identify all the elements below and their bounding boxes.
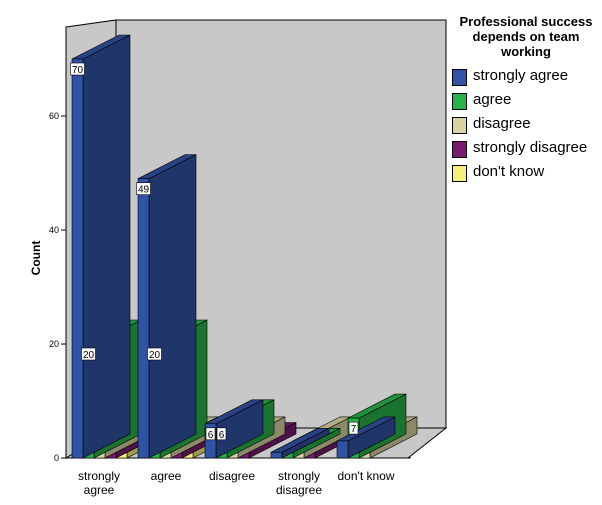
legend-swatch	[452, 69, 467, 86]
data-label: 20	[81, 347, 96, 361]
y-tick-label: 60	[49, 111, 59, 121]
legend-title: Professional success depends on team wor…	[459, 14, 593, 59]
y-tick-label: 0	[54, 453, 59, 463]
bar-strongly-agree-3	[270, 427, 330, 459]
legend-label: disagree	[473, 115, 531, 132]
svg-text:20: 20	[83, 350, 95, 361]
x-category-label: agree	[151, 469, 182, 483]
legend-item: disagree	[452, 115, 600, 134]
x-category-label: strongly disagree	[276, 469, 322, 497]
legend-swatch	[452, 117, 467, 134]
data-label: 20	[147, 347, 162, 361]
svg-text:70: 70	[72, 65, 84, 76]
svg-text:7: 7	[351, 424, 357, 435]
svg-text:6: 6	[208, 430, 214, 441]
bar-strongly-agree-0	[71, 34, 131, 459]
legend-label: agree	[473, 91, 512, 108]
bars	[71, 34, 418, 459]
x-axis-categories: strongly agree agree disagree strongly disagr…	[78, 469, 395, 497]
y-axis: 0 20 40 60	[49, 111, 66, 463]
y-tick-label: 40	[49, 225, 59, 235]
svg-text:6: 6	[219, 430, 225, 441]
legend-items: strongly agree agree disagree strongly disa…	[452, 67, 600, 182]
x-category-label: disagree	[209, 469, 255, 483]
x-category-label: strongly agree	[78, 469, 120, 497]
svg-text:49: 49	[138, 185, 150, 196]
data-label: 49	[136, 182, 151, 196]
data-labels: 70 20 49 20 6 6 7	[70, 62, 359, 441]
legend-label: strongly disagree	[473, 139, 588, 156]
legend-item: don't know	[452, 163, 600, 182]
legend: Professional success depends on team wor…	[452, 14, 600, 187]
legend-item: strongly agree	[452, 67, 600, 86]
x-category-label: don't know	[338, 469, 395, 483]
data-label: 7	[348, 421, 359, 435]
y-tick-label: 20	[49, 339, 59, 349]
data-label: 70	[70, 62, 85, 76]
legend-swatch	[452, 93, 467, 110]
legend-label: strongly agree	[473, 67, 569, 84]
legend-item: strongly disagree	[452, 139, 600, 158]
bar-strongly-agree-2	[204, 399, 264, 459]
legend-label: don't know	[473, 163, 545, 180]
legend-swatch	[452, 165, 467, 182]
legend-item: agree	[452, 91, 600, 110]
data-label: 6	[216, 427, 227, 441]
y-axis-label: Count	[29, 241, 43, 276]
bar-strongly-agree-4	[336, 416, 396, 459]
svg-text:20: 20	[149, 350, 161, 361]
bar-strongly-agree-1	[137, 154, 197, 459]
legend-swatch	[452, 141, 467, 158]
data-label: 6	[205, 427, 216, 441]
